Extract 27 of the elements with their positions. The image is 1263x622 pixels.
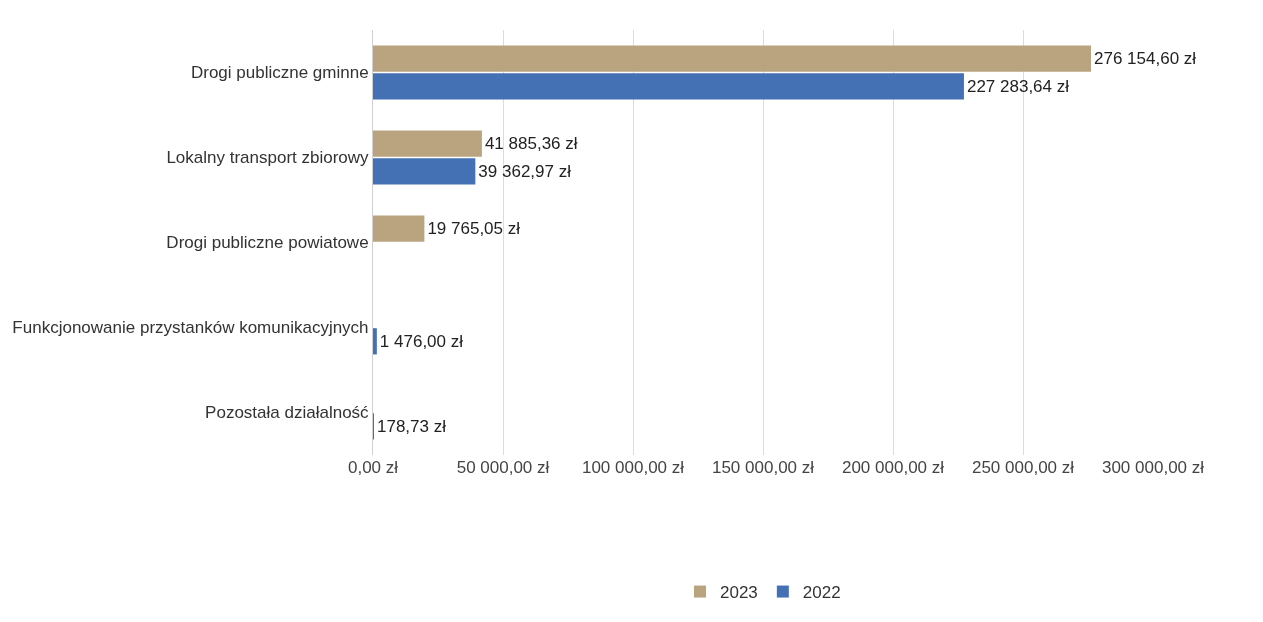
legend-label: 2022: [802, 583, 841, 603]
bar: [373, 328, 377, 355]
y-tick-label: Funkcjonowanie przystanków komunikacyjnych: [12, 318, 369, 338]
y-tick-label: Pozostała działalność: [205, 403, 370, 423]
x-tick-label: 100 000,00 zł: [581, 458, 685, 477]
data-label: 227 283,64 zł: [966, 76, 1070, 96]
y-tick-label: Drogi publiczne gminne: [190, 63, 369, 83]
bar: [373, 130, 482, 157]
x-tick-label: 0,00 zł: [347, 458, 399, 477]
x-tick-label: 150 000,00 zł: [711, 458, 815, 477]
bar: [373, 45, 1091, 72]
legend-label: 2023: [720, 583, 758, 603]
x-tick-label: 200 000,00 zł: [841, 458, 945, 477]
x-tick-label: 50 000,00 zł: [456, 458, 550, 477]
data-label: 39 362,97 zł: [478, 161, 572, 181]
bar: [373, 158, 476, 185]
bar: [373, 215, 425, 242]
data-label: 276 154,60 zł: [1094, 49, 1197, 69]
data-label: 178,73 zł: [377, 416, 447, 436]
data-label: 1 476,00 zł: [379, 331, 464, 351]
data-label: 19 765,05 zł: [427, 219, 521, 239]
bar: [373, 73, 964, 100]
data-label: 41 885,36 zł: [484, 134, 578, 154]
x-tick-label: 300 000,00 zł: [1101, 458, 1205, 477]
y-tick-label: Drogi publiczne powiatowe: [166, 233, 369, 253]
x-tick-label: 250 000,00 zł: [971, 458, 1075, 477]
y-tick-label: Lokalny transport zbiorowy: [166, 148, 370, 168]
